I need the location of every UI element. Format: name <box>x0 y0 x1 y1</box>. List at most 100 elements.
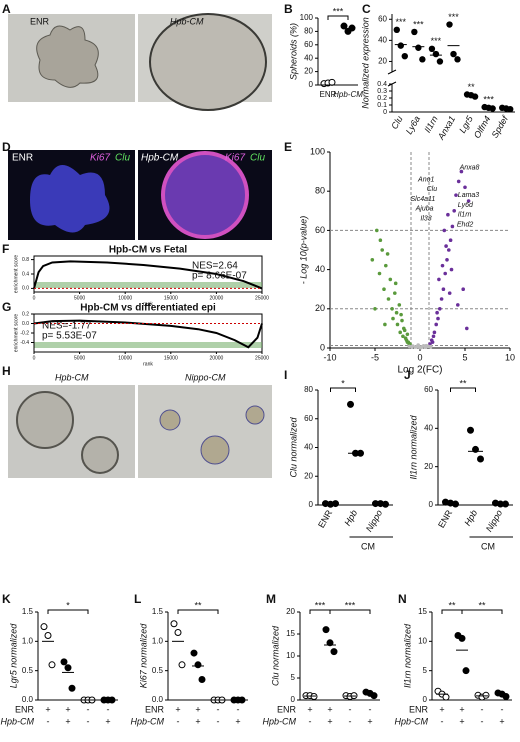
data-point <box>467 426 474 434</box>
hit-band <box>34 342 262 348</box>
y-tick-label: 0.3 <box>377 88 387 95</box>
data-point <box>370 692 378 700</box>
y-tick-label: 0 <box>423 695 428 704</box>
micrographs <box>8 13 272 478</box>
x-tick-label: 15000 <box>164 295 178 301</box>
panel-letter: N <box>398 592 407 606</box>
y-axis-label: Il1rn normalized <box>408 414 418 479</box>
y-tick-label: 5 <box>423 666 428 675</box>
x-tick-label: 10000 <box>118 355 132 361</box>
data-point <box>450 224 455 229</box>
y-tick-label: 20 <box>315 303 325 313</box>
x-tick-label: 0 <box>417 352 422 362</box>
y-tick-label: 0.5 <box>22 666 34 675</box>
chart-title: Hpb-CM vs differentiated epi <box>80 303 216 314</box>
sig-label: ** <box>448 600 456 610</box>
data-point <box>432 50 440 58</box>
condition: - <box>349 716 352 726</box>
sig-bracket <box>450 387 476 392</box>
data-point <box>445 258 449 262</box>
sig-label: *** <box>483 94 494 104</box>
organoid <box>30 165 110 233</box>
y-tick-label: 60 <box>315 225 325 235</box>
condition: + <box>175 704 180 714</box>
data-point <box>383 322 387 327</box>
row-label: ENR <box>409 704 429 714</box>
y-tick-label: 60 <box>304 40 313 49</box>
data-point <box>394 310 399 315</box>
y-tick-label: 0.0 <box>22 695 34 704</box>
data-point <box>375 228 379 233</box>
organoid <box>159 409 181 431</box>
panel-letter: B <box>284 2 293 16</box>
y-tick-label: 0.0 <box>152 695 164 704</box>
sig-label: ** <box>468 82 476 92</box>
condition: + <box>327 704 332 714</box>
data-point <box>416 343 421 347</box>
y-tick-label: 20 <box>304 471 313 480</box>
condition: - <box>177 716 180 726</box>
data-point <box>194 661 202 669</box>
data-point <box>328 78 336 86</box>
data-point <box>198 675 206 683</box>
sig-label: *** <box>413 19 424 29</box>
data-point <box>400 318 404 323</box>
y-tick-label: 40 <box>304 443 313 452</box>
panel-letter: G <box>2 300 11 314</box>
x-tick-label: ENR <box>436 508 454 530</box>
group-label: CM <box>361 541 375 551</box>
data-point <box>441 287 446 292</box>
y-axis-label: Il1rn normalized <box>402 623 412 688</box>
y-tick-label: 0 <box>291 695 296 704</box>
sig-label: * <box>341 378 345 388</box>
data-point <box>415 44 422 51</box>
data-point <box>454 56 461 63</box>
image-label: Clu <box>250 153 265 164</box>
condition: - <box>481 716 484 726</box>
data-point <box>393 281 398 286</box>
data-point <box>432 330 437 335</box>
data-point <box>443 271 448 276</box>
panel-letter: A <box>2 2 11 16</box>
data-point <box>438 307 442 311</box>
gene-label: Lama3 <box>458 192 480 199</box>
data-point <box>502 692 510 700</box>
data-point <box>326 639 334 647</box>
x-axis-label: rank <box>143 361 153 367</box>
data-point <box>447 291 452 295</box>
condition: + <box>45 704 50 714</box>
row-label: ENR <box>277 704 297 714</box>
y-tick-label: 0.0 <box>22 321 29 327</box>
y-tick-label: 80 <box>304 27 313 36</box>
data-point <box>507 106 514 113</box>
row-label: Hpb-CM <box>130 716 164 726</box>
sig-label: *** <box>345 600 356 610</box>
data-point <box>405 332 410 337</box>
data-point <box>431 334 436 339</box>
sig-bracket <box>47 609 89 614</box>
condition: - <box>217 716 220 726</box>
data-point <box>419 345 423 350</box>
data-point <box>435 310 439 315</box>
y-axis-label: Clu normalized <box>288 416 298 477</box>
chart-title: Hpb-CM vs Fetal <box>109 245 188 256</box>
condition: - <box>309 716 312 726</box>
x-axis-label: Log 2(FC) <box>397 365 442 376</box>
y-tick-label: 20 <box>304 67 313 76</box>
condition: + <box>235 716 240 726</box>
x-tick-label: Anxa1 <box>435 114 457 142</box>
sig-label: *** <box>448 12 459 22</box>
group-label: CM <box>481 541 495 551</box>
panel-letter: D <box>2 140 11 154</box>
sig-bracket <box>329 609 371 614</box>
data-point <box>452 209 457 213</box>
y-tick-label: 0.2 <box>22 311 29 317</box>
y-tick-label: 1.5 <box>152 607 164 616</box>
x-tick-label: Nippo <box>484 508 504 533</box>
data-point <box>322 626 330 634</box>
data-point <box>40 623 48 631</box>
data-point <box>384 263 388 268</box>
y-tick-label: 60 <box>424 385 433 394</box>
data-point <box>393 291 397 295</box>
